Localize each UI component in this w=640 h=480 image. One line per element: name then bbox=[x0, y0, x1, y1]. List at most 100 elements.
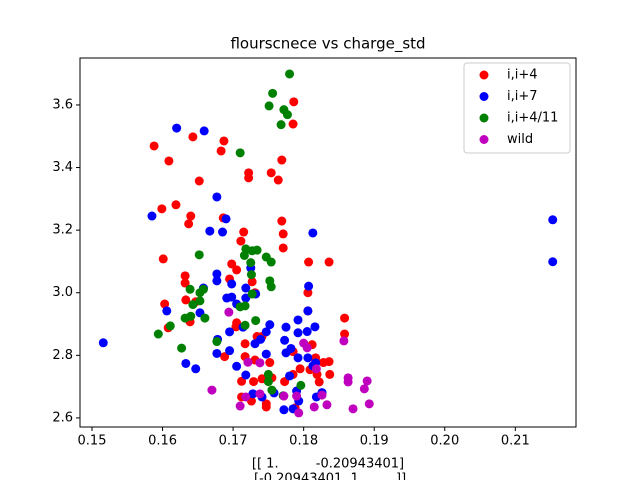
point bbox=[266, 257, 276, 267]
point bbox=[200, 313, 210, 323]
point bbox=[348, 404, 358, 414]
point bbox=[279, 391, 289, 401]
point bbox=[239, 227, 249, 237]
point bbox=[266, 168, 276, 178]
point bbox=[218, 227, 228, 237]
x-tick-label: 0.18 bbox=[289, 434, 318, 449]
x-tick-label: 0.15 bbox=[78, 434, 107, 449]
point bbox=[280, 335, 290, 345]
point bbox=[311, 364, 321, 374]
point bbox=[244, 173, 254, 183]
point bbox=[293, 328, 303, 338]
point bbox=[264, 101, 274, 111]
legend-marker bbox=[479, 92, 489, 101]
point bbox=[227, 279, 237, 289]
point bbox=[195, 288, 205, 298]
point bbox=[212, 337, 222, 347]
point bbox=[235, 148, 245, 158]
point bbox=[219, 136, 229, 146]
point bbox=[181, 295, 191, 305]
x-tick-label: 0.20 bbox=[430, 434, 459, 449]
point bbox=[194, 176, 204, 186]
point bbox=[216, 146, 226, 156]
x-tick-label: 0.19 bbox=[360, 434, 389, 449]
point bbox=[278, 243, 288, 253]
point bbox=[340, 313, 350, 323]
legend-box bbox=[463, 62, 571, 154]
point bbox=[343, 377, 353, 387]
point bbox=[310, 322, 320, 332]
point bbox=[232, 361, 242, 371]
point bbox=[246, 270, 256, 280]
point bbox=[252, 245, 262, 255]
point bbox=[205, 226, 215, 236]
point bbox=[304, 281, 314, 291]
point bbox=[325, 369, 335, 379]
point bbox=[212, 276, 222, 286]
y-tick-label: 3.2 bbox=[52, 223, 73, 238]
x-axis-label: [-0.20943401 1. ]] bbox=[250, 472, 406, 480]
legend-label: i,i+4 bbox=[507, 68, 538, 83]
point bbox=[324, 357, 334, 367]
point bbox=[184, 219, 194, 229]
x-axis-label: [[ 1. -0.20943401] bbox=[252, 457, 404, 472]
point bbox=[235, 401, 245, 411]
point bbox=[303, 288, 313, 298]
point bbox=[308, 228, 318, 238]
point bbox=[294, 408, 304, 418]
point bbox=[239, 250, 249, 260]
point bbox=[255, 358, 265, 368]
point bbox=[292, 391, 302, 401]
point bbox=[191, 364, 201, 374]
point bbox=[221, 214, 231, 224]
legend-marker bbox=[479, 113, 489, 123]
point bbox=[296, 380, 306, 390]
point bbox=[251, 316, 261, 326]
point bbox=[263, 377, 273, 387]
point bbox=[266, 282, 276, 292]
point bbox=[268, 88, 278, 98]
point bbox=[302, 327, 312, 337]
legend-marker bbox=[479, 70, 489, 80]
point bbox=[212, 348, 222, 358]
point bbox=[180, 313, 190, 323]
point bbox=[295, 364, 305, 374]
point bbox=[225, 346, 235, 356]
point bbox=[157, 204, 167, 214]
point bbox=[362, 376, 372, 386]
point bbox=[240, 301, 250, 311]
legend-marker bbox=[479, 135, 489, 144]
point bbox=[241, 370, 251, 380]
y-tick-label: 2.6 bbox=[52, 410, 73, 425]
point bbox=[247, 289, 257, 299]
point bbox=[158, 254, 168, 264]
point bbox=[278, 229, 288, 239]
point bbox=[261, 327, 271, 337]
point bbox=[195, 296, 205, 306]
point bbox=[165, 321, 175, 331]
point bbox=[232, 318, 242, 328]
point bbox=[324, 257, 334, 267]
point bbox=[172, 123, 182, 133]
point bbox=[548, 257, 558, 267]
y-tick-label: 3.0 bbox=[52, 285, 73, 300]
point bbox=[162, 306, 172, 316]
point bbox=[249, 377, 259, 387]
legend-label: i,i+7 bbox=[507, 89, 538, 104]
point bbox=[265, 320, 275, 330]
point bbox=[212, 269, 222, 279]
point bbox=[164, 156, 174, 166]
point bbox=[279, 405, 289, 415]
point bbox=[285, 69, 295, 79]
point bbox=[194, 250, 204, 260]
point bbox=[285, 371, 295, 381]
plot-frame bbox=[79, 57, 577, 428]
point bbox=[246, 258, 256, 268]
point bbox=[248, 389, 258, 399]
point bbox=[277, 155, 287, 165]
point bbox=[261, 402, 271, 412]
point bbox=[188, 132, 198, 142]
y-tick-label: 2.8 bbox=[52, 348, 73, 363]
point bbox=[293, 315, 303, 325]
